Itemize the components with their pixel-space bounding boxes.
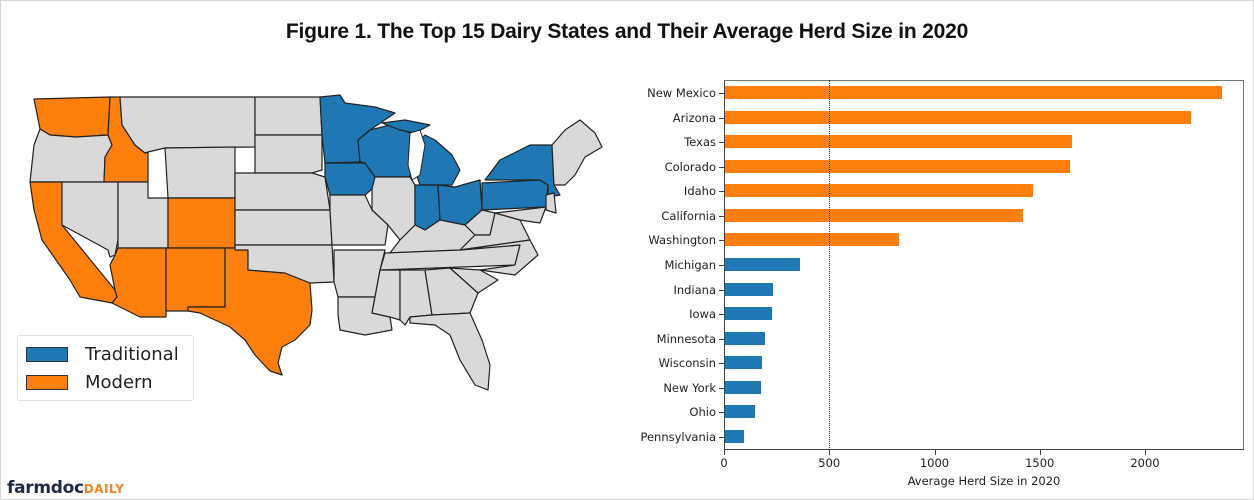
state-maryland <box>494 206 547 224</box>
state-new-jersey <box>545 192 557 214</box>
category-label: New York <box>663 380 716 395</box>
y-tick-mark <box>719 264 724 266</box>
category-label: Wisconsin <box>658 356 716 371</box>
category-label: California <box>661 208 716 223</box>
figure-title: Figure 1. The Top 15 Dairy States and Th… <box>285 20 969 43</box>
state-oklahoma <box>234 244 335 284</box>
x-tick-label: 2000 <box>1130 456 1160 470</box>
category-label: Texas <box>684 135 716 150</box>
state-utah <box>117 181 169 249</box>
x-tick-label: 1000 <box>919 456 950 470</box>
y-tick-mark <box>719 117 724 119</box>
state-south-carolina <box>449 267 499 294</box>
category-label: Washington <box>648 233 716 248</box>
y-tick-mark <box>719 93 724 94</box>
us-dairy-map <box>29 94 603 391</box>
state-arizona <box>109 247 167 318</box>
bar-new-york <box>725 380 761 394</box>
y-tick-mark <box>719 436 724 438</box>
bar-idaho <box>725 184 1034 198</box>
modern-swatch-icon <box>26 374 68 390</box>
state-north-carolina <box>459 239 539 276</box>
logo-text-farmdoc: farmdoc <box>7 478 84 498</box>
bar-wisconsin <box>725 356 763 370</box>
category-label: Arizona <box>672 110 716 125</box>
state-pennsylvania <box>481 179 549 211</box>
x-tick-mark <box>934 450 936 455</box>
bar-ohio <box>725 405 756 419</box>
category-label: Indiana <box>673 282 716 297</box>
state-south-dakota <box>254 134 323 174</box>
bar-michigan <box>725 257 801 271</box>
state-montana <box>119 96 256 154</box>
y-tick-mark <box>719 166 724 168</box>
lake-michigan <box>407 129 426 181</box>
reference-line-500 <box>829 80 830 450</box>
category-label: Iowa <box>689 307 716 322</box>
farmdoc-daily-logo: farmdocDAILY <box>7 478 124 498</box>
legend-label-modern: Modern <box>85 371 153 393</box>
y-tick-mark <box>719 191 724 193</box>
bar-arizona <box>725 110 1192 124</box>
legend-label-traditional: Traditional <box>85 343 179 365</box>
map-legend: Traditional Modern <box>17 335 194 401</box>
y-tick-mark <box>719 387 724 389</box>
legend-item-traditional: Traditional <box>26 343 179 365</box>
y-tick-mark <box>719 142 724 144</box>
state-washington <box>33 96 111 138</box>
x-axis-label: Average Herd Size in 2020 <box>907 474 1061 488</box>
bar-minnesota <box>725 331 765 345</box>
category-label: Michigan <box>664 257 716 272</box>
category-label: New Mexico <box>647 86 716 100</box>
bar-new-mexico <box>725 86 1222 99</box>
category-label: Idaho <box>683 184 716 199</box>
bar-washington <box>725 233 899 247</box>
x-tick-label: 0 <box>720 456 728 470</box>
state-new-mexico <box>165 247 226 312</box>
state-oregon <box>29 128 113 183</box>
bar-iowa <box>725 307 773 321</box>
state-missouri <box>329 194 389 246</box>
logo-text-daily: DAILY <box>83 482 125 496</box>
bar-california <box>725 208 1023 222</box>
bar-chart-plot-area <box>724 80 1244 450</box>
y-tick-mark <box>719 338 724 340</box>
state-north-dakota <box>254 96 323 136</box>
state-nebraska <box>234 172 331 211</box>
state-iowa <box>324 162 376 196</box>
y-tick-mark <box>719 412 724 414</box>
state-wyoming <box>164 146 236 199</box>
x-tick-label: 500 <box>818 456 841 470</box>
y-tick-mark <box>719 240 724 242</box>
y-tick-mark <box>719 289 724 291</box>
x-tick-mark <box>724 450 725 455</box>
state-new-england <box>551 119 603 186</box>
category-label: Ohio <box>689 405 716 420</box>
y-tick-mark <box>719 215 724 217</box>
bar-pennsylvania <box>725 429 744 443</box>
x-tick-mark <box>1039 450 1041 455</box>
x-tick-label: 1500 <box>1025 456 1055 470</box>
category-label: Minnesota <box>656 331 716 346</box>
category-label: Colorado <box>664 159 716 174</box>
state-new-york <box>484 144 561 198</box>
traditional-swatch-icon <box>26 346 68 362</box>
state-georgia <box>424 267 479 316</box>
x-tick-mark <box>1145 450 1146 455</box>
bar-colorado <box>725 159 1071 173</box>
state-colorado <box>167 197 236 249</box>
x-tick-mark <box>829 450 831 455</box>
state-florida <box>409 312 491 391</box>
y-tick-mark <box>719 314 724 316</box>
legend-item-modern: Modern <box>26 371 153 393</box>
bar-texas <box>725 135 1073 149</box>
y-tick-mark <box>719 363 724 365</box>
state-kansas <box>234 209 333 246</box>
bar-indiana <box>725 282 774 296</box>
category-label: Pennsylvania <box>640 429 716 444</box>
